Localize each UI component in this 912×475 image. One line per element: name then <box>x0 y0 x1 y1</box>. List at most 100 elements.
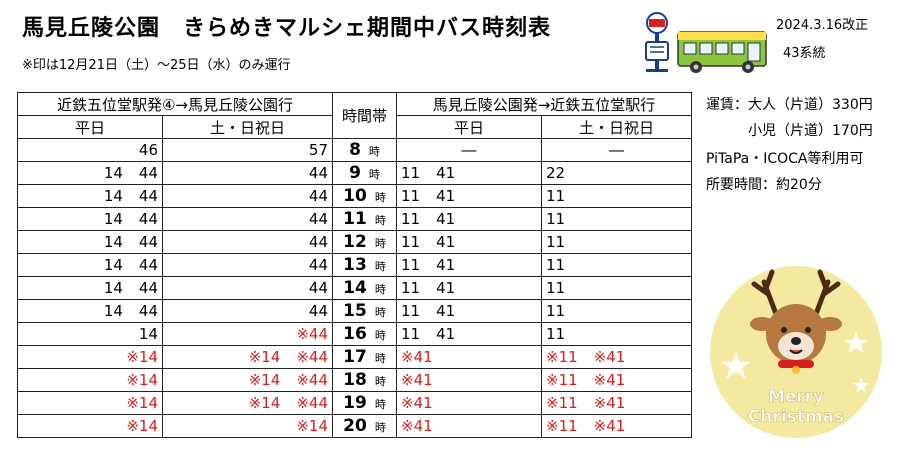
departure-minute: ※41 <box>401 417 433 435</box>
departure-minute: 41 <box>436 302 456 320</box>
departure-minute: ※11 <box>546 348 578 366</box>
bus-stop-icon <box>645 12 767 73</box>
hour-cell: 16 時 <box>332 322 397 346</box>
dir2-holiday-cell: 11 <box>541 276 692 300</box>
departure-minute: 14 <box>138 325 158 343</box>
hour-cell: 18 時 <box>332 368 397 392</box>
departure-minute: ※41 <box>593 394 626 412</box>
hour-suffix: 時 <box>374 306 386 319</box>
dir2-weekday-cell: 11 41 <box>396 322 542 346</box>
dir1-holiday-cell: ※14 ※44 <box>162 345 333 369</box>
dir1-holiday-cell: 44 <box>162 230 333 254</box>
dir2-weekday-cell: ※41 <box>396 368 542 392</box>
dir2-weekday-cell: 11 41 <box>396 207 542 231</box>
dir1-weekday-cell: 14 44 <box>17 230 163 254</box>
time-header: 時間帯 <box>332 92 397 139</box>
timetable: 近鉄五位堂駅発④→馬見丘陵公園行 時間帯 馬見丘陵公園発→近鉄五位堂駅行 平日 … <box>17 92 692 438</box>
dir1-weekday-cell: 46 <box>17 138 163 162</box>
hour-suffix: 時 <box>374 398 386 411</box>
departure-minute: ※11 <box>546 417 578 435</box>
departure-minute: ※44 <box>296 394 328 412</box>
departure-minute: 22 <box>546 164 566 182</box>
dir1-holiday-cell: 44 <box>162 276 333 300</box>
departure-minute: 14 <box>103 210 123 228</box>
dir1-holiday-cell: ※44 <box>162 322 333 346</box>
departure-minute: 44 <box>138 279 158 297</box>
table-row: 14 44 44 13 時 11 41 11 <box>17 253 692 277</box>
departure-minute: 41 <box>436 256 456 274</box>
dir1-weekday-cell: 14 <box>17 322 163 346</box>
departure-minute: 14 <box>103 164 123 182</box>
dir1-weekday-cell: 14 44 <box>17 299 163 323</box>
fare-child: 小児（片道）170円 <box>748 123 873 139</box>
departure-minute: 14 <box>103 302 123 320</box>
hour-cell: 10 時 <box>332 184 397 208</box>
departure-minute: 44 <box>308 302 328 320</box>
table-row: 14 44 44 12 時 11 41 11 <box>17 230 692 254</box>
departure-minute: 11 <box>401 256 421 274</box>
departure-minute: 44 <box>138 233 158 251</box>
table-row: ※14 ※14 20 時 ※41 ※11 ※41 <box>17 414 692 438</box>
departure-minute: 11 <box>546 256 566 274</box>
dir2-weekday-header: 平日 <box>396 115 542 139</box>
dir2-holiday-cell: ※11 ※41 <box>541 368 692 392</box>
hour-suffix: 時 <box>374 214 386 227</box>
departure-minute: 11 <box>401 233 421 251</box>
hour-cell: 19 時 <box>332 391 397 415</box>
revised-date: 2024.3.16改正 <box>776 18 869 33</box>
fare-adult: 運賃：大人（片道）330円 <box>706 97 873 113</box>
departure-minute: ※44 <box>296 348 328 366</box>
hour-value: 15 <box>343 301 367 321</box>
departure-minute: 41 <box>436 279 456 297</box>
departure-minute: ※11 <box>546 394 578 412</box>
departure-minute: ※14 <box>126 371 158 389</box>
departure-minute: 41 <box>436 233 456 251</box>
page-title: 馬見丘陵公園 きらめきマルシェ期間中バス時刻表 <box>22 16 552 41</box>
departure-minute: ※41 <box>593 371 626 389</box>
dir1-weekday-cell: ※14 <box>17 414 163 438</box>
hour-value: 18 <box>343 370 367 390</box>
dir2-header: 馬見丘陵公園発→近鉄五位堂駅行 <box>396 92 692 116</box>
departure-minute: 44 <box>308 279 328 297</box>
departure-minute: 44 <box>308 233 328 251</box>
dir2-holiday-cell: ※11 ※41 <box>541 345 692 369</box>
dir2-holiday-cell: ※11 ※41 <box>541 391 692 415</box>
dir1-holiday-cell: 44 <box>162 207 333 231</box>
dir2-holiday-cell: 11 <box>541 184 692 208</box>
departure-minute: 44 <box>138 187 158 205</box>
dir1-weekday-cell: 14 44 <box>17 276 163 300</box>
hour-value: 17 <box>343 347 367 367</box>
departure-minute: ※41 <box>401 371 433 389</box>
departure-minute: ※14 <box>248 348 281 366</box>
dir1-holiday-cell: 44 <box>162 184 333 208</box>
departure-minute: 41 <box>436 325 456 343</box>
departure-minute: 11 <box>401 187 421 205</box>
departure-minute: 11 <box>546 233 566 251</box>
departure-minute: ※14 <box>248 371 281 389</box>
departure-minute: ※41 <box>593 417 626 435</box>
table-row: 14 44 44 15 時 11 41 11 <box>17 299 692 323</box>
hour-suffix: 時 <box>374 237 386 250</box>
badge-line1: Merry <box>768 387 824 407</box>
table-row: 14 ※44 16 時 11 41 11 <box>17 322 692 346</box>
hour-value: 12 <box>343 232 367 252</box>
departure-minute: 44 <box>308 187 328 205</box>
hour-suffix: 時 <box>374 421 386 434</box>
dir2-holiday-cell: ― <box>541 138 692 162</box>
ic-card-note: PiTaPa・ICOCA等利用可 <box>706 151 864 167</box>
departure-minute: 11 <box>401 302 421 320</box>
hour-cell: 11 時 <box>332 207 397 231</box>
departure-minute: 41 <box>436 210 456 228</box>
hour-value: 14 <box>343 278 367 298</box>
departure-minute: ※44 <box>296 325 328 343</box>
table-row: ※14 ※14 ※44 18 時 ※41 ※11 ※41 <box>17 368 692 392</box>
dir1-holiday-cell: ※14 ※44 <box>162 368 333 392</box>
dir2-weekday-cell: 11 41 <box>396 299 542 323</box>
hour-suffix: 時 <box>374 283 386 296</box>
hour-suffix: 時 <box>374 375 386 388</box>
hour-value: 11 <box>343 209 367 229</box>
departure-minute: ※14 <box>248 394 281 412</box>
hour-cell: 15 時 <box>332 299 397 323</box>
bus-icon <box>677 31 767 73</box>
